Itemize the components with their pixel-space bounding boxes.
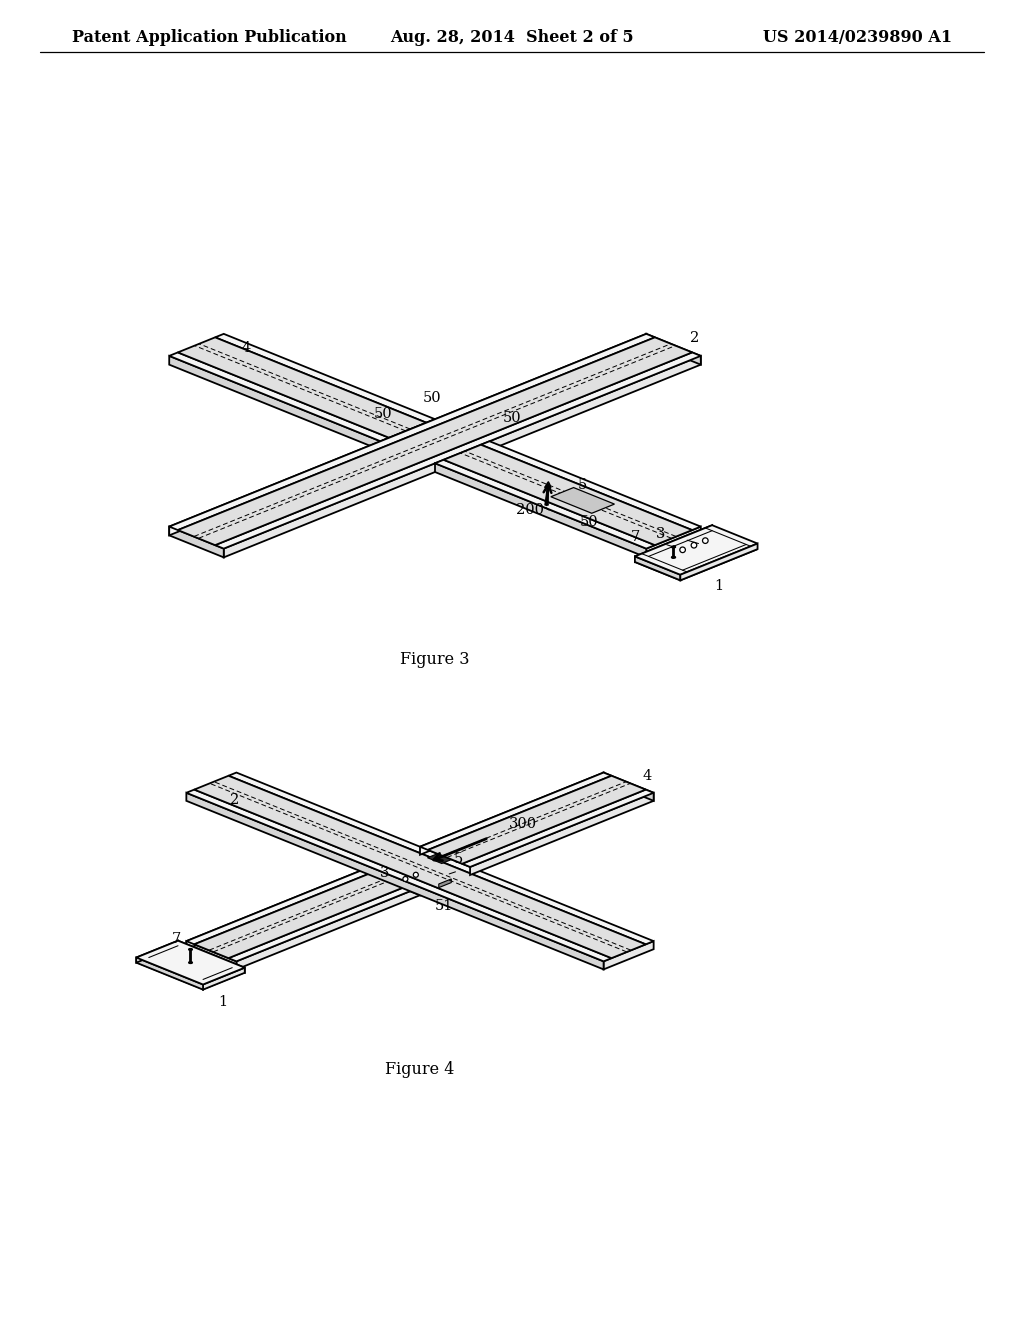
Text: 2: 2	[690, 331, 699, 345]
Polygon shape	[215, 334, 435, 422]
Polygon shape	[186, 867, 378, 944]
Polygon shape	[136, 941, 178, 962]
Circle shape	[680, 546, 685, 553]
Circle shape	[414, 873, 419, 878]
Polygon shape	[435, 459, 655, 549]
Polygon shape	[186, 941, 237, 969]
Text: 2: 2	[230, 793, 240, 808]
Text: 1: 1	[218, 995, 227, 1008]
Polygon shape	[642, 533, 700, 557]
Polygon shape	[438, 883, 460, 891]
Polygon shape	[178, 338, 426, 438]
Polygon shape	[381, 420, 435, 450]
Circle shape	[402, 876, 408, 882]
Polygon shape	[646, 527, 700, 557]
Text: Figure 3: Figure 3	[400, 652, 470, 668]
Polygon shape	[635, 525, 758, 574]
Polygon shape	[186, 789, 611, 961]
Ellipse shape	[672, 546, 675, 548]
Polygon shape	[178, 338, 692, 545]
Polygon shape	[427, 842, 479, 863]
Polygon shape	[635, 531, 758, 581]
Text: US 2014/0239890 A1: US 2014/0239890 A1	[763, 29, 952, 45]
Polygon shape	[420, 772, 611, 850]
Polygon shape	[443, 445, 692, 545]
Text: 51: 51	[435, 899, 454, 913]
Polygon shape	[481, 441, 700, 531]
Polygon shape	[370, 867, 420, 895]
Polygon shape	[136, 946, 245, 990]
Polygon shape	[603, 941, 653, 969]
Text: 5: 5	[454, 853, 463, 866]
Polygon shape	[551, 487, 614, 513]
Circle shape	[702, 537, 709, 544]
Text: Figure 4: Figure 4	[385, 1061, 455, 1078]
Text: 50: 50	[503, 411, 521, 425]
Text: Aug. 28, 2014  Sheet 2 of 5: Aug. 28, 2014 Sheet 2 of 5	[390, 29, 634, 45]
Text: 7: 7	[631, 531, 640, 544]
Text: 4: 4	[242, 341, 251, 355]
Polygon shape	[470, 793, 653, 875]
Polygon shape	[169, 352, 389, 441]
Polygon shape	[635, 557, 680, 581]
Text: 3: 3	[655, 527, 666, 541]
Polygon shape	[203, 968, 245, 990]
Polygon shape	[462, 789, 653, 867]
Polygon shape	[435, 463, 646, 557]
Text: 50: 50	[374, 408, 392, 421]
Polygon shape	[680, 544, 758, 581]
Polygon shape	[215, 352, 700, 549]
Text: 5: 5	[578, 478, 588, 492]
Polygon shape	[169, 334, 646, 536]
Polygon shape	[646, 334, 700, 364]
Polygon shape	[169, 356, 381, 450]
Polygon shape	[169, 527, 223, 557]
Polygon shape	[195, 870, 412, 958]
Text: 50: 50	[580, 515, 598, 529]
Polygon shape	[136, 941, 245, 985]
Text: 3: 3	[380, 866, 390, 879]
Polygon shape	[635, 525, 712, 562]
Text: 300: 300	[509, 817, 537, 832]
Polygon shape	[237, 887, 420, 969]
Text: Patent Application Publication: Patent Application Publication	[72, 29, 347, 45]
Text: 4: 4	[643, 770, 652, 783]
Text: 200: 200	[515, 503, 544, 517]
Polygon shape	[228, 772, 653, 944]
Text: 50: 50	[423, 391, 441, 405]
Polygon shape	[136, 957, 203, 990]
Polygon shape	[603, 772, 653, 801]
Ellipse shape	[672, 557, 675, 558]
Circle shape	[691, 543, 696, 548]
Polygon shape	[428, 776, 646, 863]
Polygon shape	[178, 941, 245, 973]
Text: 7: 7	[171, 932, 180, 945]
Polygon shape	[223, 356, 700, 557]
Polygon shape	[228, 884, 420, 961]
Polygon shape	[186, 793, 603, 969]
Text: 1: 1	[714, 578, 723, 593]
Polygon shape	[438, 879, 452, 887]
Polygon shape	[376, 426, 435, 450]
Polygon shape	[420, 772, 603, 855]
Polygon shape	[169, 334, 655, 531]
Polygon shape	[195, 776, 646, 958]
Polygon shape	[186, 867, 370, 949]
